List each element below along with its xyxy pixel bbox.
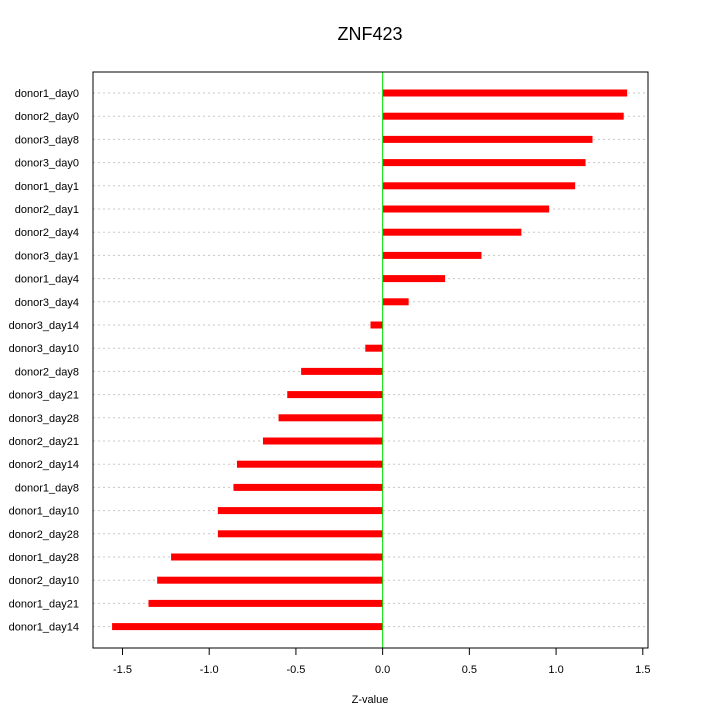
y-tick-label: donor3_day0 — [15, 158, 79, 170]
bar-donor3_day10 — [365, 344, 383, 352]
x-tick-label: 1.5 — [635, 664, 650, 676]
y-tick-label: donor2_day14 — [9, 459, 79, 471]
y-tick-label: donor3_day14 — [9, 320, 79, 332]
y-tick-label: donor2_day8 — [15, 366, 79, 378]
bar-donor1_day28 — [171, 553, 383, 561]
y-tick-label: donor3_day28 — [9, 413, 79, 425]
y-tick-label: donor2_day21 — [9, 436, 79, 448]
y-tick-label: donor1_day14 — [9, 622, 79, 634]
y-tick-label: donor2_day1 — [15, 204, 79, 216]
bar-donor2_day4 — [382, 228, 522, 236]
y-tick-label: donor2_day10 — [9, 575, 79, 587]
y-tick-label: donor1_day28 — [9, 552, 79, 564]
bar-donor3_day1 — [382, 251, 482, 259]
bar-donor2_day8 — [301, 367, 383, 375]
x-tick-label: 0.5 — [462, 664, 477, 676]
y-tick-labels: donor1_day0 donor2_day0 donor3_day8 donor3_… — [9, 88, 79, 634]
bar-donor3_day21 — [287, 391, 383, 399]
bar-donor2_day1 — [382, 205, 550, 213]
x-axis-label: Z-value — [352, 694, 389, 706]
y-tick-label: donor1_day1 — [15, 181, 79, 193]
gridlines — [93, 92, 648, 628]
bar-donor1_day14 — [112, 623, 383, 631]
y-tick-label: donor3_day1 — [15, 250, 79, 262]
x-axis: -1.5 -1.0 -0.5 0.0 0.5 1.0 1.5 — [113, 647, 650, 676]
x-tick-label: 0.0 — [375, 664, 390, 676]
x-tick-label: -1.5 — [113, 664, 132, 676]
bar-donor3_day14 — [370, 321, 383, 329]
bar-donor3_day28 — [278, 414, 383, 422]
bar-donor2_day14 — [236, 460, 383, 468]
y-tick-label: donor1_day0 — [15, 88, 79, 100]
x-tick-label: -0.5 — [286, 664, 305, 676]
bar-donor2_day28 — [217, 530, 383, 538]
bar-donor1_day10 — [217, 507, 383, 515]
bar-donor1_day21 — [148, 599, 383, 607]
chart-title: ZNF423 — [337, 24, 402, 44]
bar-donor1_day4 — [382, 275, 446, 283]
bar-donor1_day0 — [382, 89, 628, 97]
y-tick-label: donor3_day21 — [9, 390, 79, 402]
bar-donor1_day8 — [233, 483, 383, 491]
bar-donor3_day8 — [382, 135, 593, 143]
x-tick-label: -1.0 — [200, 664, 219, 676]
y-tick-label: donor3_day4 — [15, 297, 79, 309]
y-tick-label: donor2_day0 — [15, 111, 79, 123]
bar-donor2_day10 — [157, 576, 383, 584]
y-tick-label: donor1_day10 — [9, 506, 79, 518]
y-tick-label: donor1_day4 — [15, 274, 79, 286]
y-tick-label: donor2_day28 — [9, 529, 79, 541]
y-tick-label: donor3_day8 — [15, 134, 79, 146]
bar-donor3_day0 — [382, 159, 586, 167]
plot-frame — [92, 71, 649, 649]
bars — [112, 89, 628, 631]
y-tick-label: donor1_day21 — [9, 598, 79, 610]
y-tick-label: donor1_day8 — [15, 482, 79, 494]
y-tick-label: donor2_day4 — [15, 227, 79, 239]
y-tick-label: donor3_day10 — [9, 343, 79, 355]
bar-donor2_day21 — [262, 437, 383, 445]
bar-donor3_day4 — [382, 298, 409, 306]
x-tick-label: 1.0 — [548, 664, 563, 676]
bar-donor2_day0 — [382, 112, 624, 120]
bar-donor1_day1 — [382, 182, 576, 190]
